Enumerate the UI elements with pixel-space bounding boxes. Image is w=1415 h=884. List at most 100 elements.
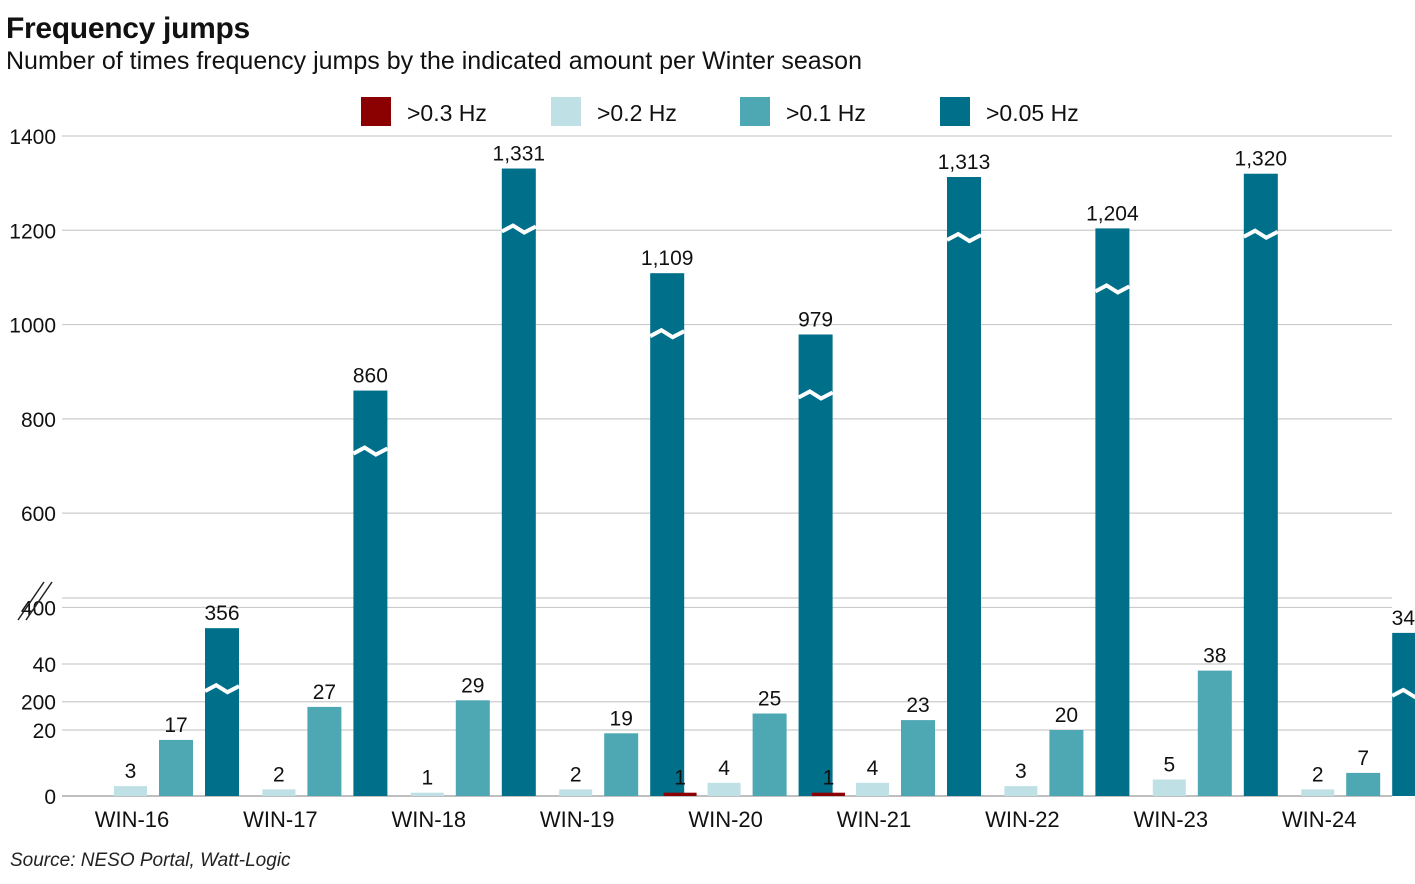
axis-break-mark xyxy=(25,581,53,621)
bar xyxy=(901,720,935,796)
data-label: 1,331 xyxy=(493,143,546,166)
data-label: 25 xyxy=(758,688,781,711)
bar xyxy=(1004,786,1038,796)
bar xyxy=(1392,632,1415,796)
bars xyxy=(114,168,1415,797)
x-tick-label: WIN-20 xyxy=(688,807,763,832)
gridlines xyxy=(62,135,1392,797)
bar xyxy=(114,786,147,796)
data-label: 3 xyxy=(125,760,137,783)
data-label: 2 xyxy=(570,763,582,786)
x-tick-label: WIN-16 xyxy=(95,807,170,832)
x-tick-label: WIN-18 xyxy=(392,807,467,832)
x-tick-label: WIN-22 xyxy=(985,807,1060,832)
legend-label: >0.1 Hz xyxy=(786,100,866,126)
bar xyxy=(559,789,593,796)
data-label: 20 xyxy=(1055,704,1078,727)
data-label: 356 xyxy=(204,602,239,625)
bar xyxy=(663,792,697,796)
data-label: 29 xyxy=(461,674,484,697)
legend-swatch xyxy=(940,97,970,126)
data-label: 346 xyxy=(1392,607,1415,630)
y-tick-label: 1400 xyxy=(9,126,56,149)
data-label: 23 xyxy=(906,694,929,717)
legend-swatch xyxy=(551,97,581,126)
legend-item: >0.3 Hz xyxy=(361,97,487,126)
legend-swatch xyxy=(740,97,770,126)
bar xyxy=(1049,730,1084,796)
bar xyxy=(1301,789,1335,796)
bar xyxy=(1346,772,1381,796)
bar-break-mark xyxy=(1094,283,1131,295)
bar xyxy=(501,168,536,796)
bar xyxy=(1243,173,1278,796)
bar xyxy=(262,789,296,796)
x-axis: WIN-16 WIN-17 WIN-18 WIN-19 WIN-20 WIN-21 WIN-… xyxy=(95,807,1357,832)
legend-item: >0.2 Hz xyxy=(551,97,677,126)
bar xyxy=(604,733,639,796)
y-tick-label: 20 xyxy=(33,720,56,743)
bar xyxy=(455,700,490,796)
data-label: 1 xyxy=(674,767,686,790)
bar-break-mark xyxy=(1391,687,1415,700)
data-label: 4 xyxy=(867,757,879,780)
x-tick-label: WIN-24 xyxy=(1282,807,1357,832)
data-label: 1,204 xyxy=(1086,202,1139,225)
data-label: 1,313 xyxy=(938,151,991,174)
axis-break-mark xyxy=(17,581,45,621)
data-label: 19 xyxy=(610,707,633,730)
bar-break-mark xyxy=(352,445,389,457)
bar xyxy=(650,273,685,797)
source-note: Source: NESO Portal, Watt-Logic xyxy=(10,850,291,871)
bar xyxy=(707,782,741,796)
legend-item: >0.1 Hz xyxy=(740,97,866,126)
data-label: 860 xyxy=(353,365,388,388)
data-label: 1 xyxy=(421,767,433,790)
data-label: 38 xyxy=(1203,645,1226,668)
y-tick-label: 800 xyxy=(21,409,56,432)
bar-break-mark xyxy=(1242,228,1279,241)
legend-swatch xyxy=(361,97,391,126)
data-label: 4 xyxy=(718,757,730,780)
data-label: 27 xyxy=(313,681,336,704)
bar xyxy=(856,782,889,796)
legend-label: >0.2 Hz xyxy=(597,100,677,126)
data-label: 2 xyxy=(1312,763,1324,786)
bar xyxy=(307,706,342,796)
legend: >0.3 Hz >0.2 Hz >0.1 Hz >0.05 Hz xyxy=(361,97,1079,126)
bar-break-mark xyxy=(204,682,240,695)
bar-break-mark xyxy=(946,231,982,244)
data-label: 3 xyxy=(1015,760,1027,783)
x-tick-label: WIN-19 xyxy=(540,807,615,832)
y-tick-label: 0 xyxy=(44,786,56,809)
x-tick-label: WIN-17 xyxy=(243,807,318,832)
data-label: 7 xyxy=(1357,747,1369,770)
data-label: 2 xyxy=(273,763,285,786)
bar xyxy=(752,713,787,796)
bar xyxy=(353,390,388,796)
bar xyxy=(798,334,833,796)
y-tick-label: 600 xyxy=(21,503,56,526)
legend-item: >0.05 Hz xyxy=(940,97,1079,126)
x-tick-label: WIN-23 xyxy=(1134,807,1209,832)
data-label: 1 xyxy=(823,767,835,790)
x-tick-label: WIN-21 xyxy=(837,807,912,832)
y-tick-label: 1000 xyxy=(9,315,56,338)
bar xyxy=(947,177,981,796)
data-label: 5 xyxy=(1163,754,1175,777)
bar xyxy=(1095,228,1130,796)
bar xyxy=(812,792,845,796)
y-tick-label: 40 xyxy=(33,654,56,677)
y-tick-label: 1200 xyxy=(9,220,56,243)
chart-subtitle: Number of times frequency jumps by the i… xyxy=(6,47,862,75)
data-label: 1,109 xyxy=(641,247,694,270)
data-label: 17 xyxy=(164,714,187,737)
data-label: 1,320 xyxy=(1235,148,1288,171)
data-label: 979 xyxy=(798,308,833,331)
bar-break-mark xyxy=(797,389,834,401)
bar-break-mark xyxy=(500,223,537,235)
bar xyxy=(1152,779,1186,796)
